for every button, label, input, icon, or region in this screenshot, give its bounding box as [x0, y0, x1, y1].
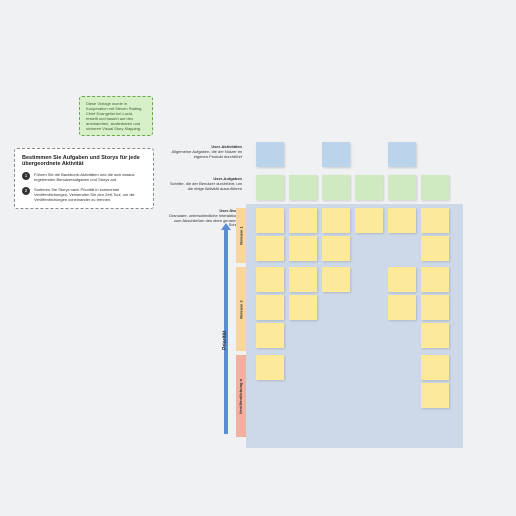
step-number-icon: 1 — [22, 172, 30, 180]
task-note[interactable] — [322, 175, 350, 200]
story-note[interactable] — [421, 295, 449, 320]
row-label-tasks: User-AufgabenSchritte, die der Benutzer … — [166, 177, 242, 191]
story-note[interactable] — [256, 208, 284, 233]
story-note[interactable] — [355, 208, 383, 233]
story-note[interactable] — [322, 267, 350, 292]
story-note[interactable] — [421, 355, 449, 380]
step-number-icon: 2 — [22, 187, 30, 195]
release-block[interactable]: Release 2 — [236, 267, 246, 351]
story-note[interactable] — [388, 208, 416, 233]
task-note[interactable] — [256, 175, 284, 200]
story-note[interactable] — [421, 383, 449, 408]
task-note[interactable] — [355, 175, 383, 200]
story-note[interactable] — [256, 236, 284, 261]
story-note[interactable] — [256, 267, 284, 292]
step-text: Führen Sie die Backbone-Aktivitäten und … — [34, 172, 146, 182]
story-note[interactable] — [289, 236, 317, 261]
instruction-step: 1 Führen Sie die Backbone-Aktivitäten und… — [22, 172, 146, 182]
story-note[interactable] — [322, 236, 350, 261]
story-note[interactable] — [289, 208, 317, 233]
release-label: Release 1 — [239, 226, 244, 244]
story-note[interactable] — [421, 208, 449, 233]
priority-label: Priorität — [222, 331, 228, 350]
story-note[interactable] — [388, 295, 416, 320]
activity-note[interactable] — [256, 142, 284, 167]
story-note[interactable] — [289, 295, 317, 320]
story-note[interactable] — [421, 323, 449, 348]
story-note[interactable] — [256, 355, 284, 380]
story-note[interactable] — [289, 267, 317, 292]
release-block[interactable]: Veröffentlichung n — [236, 355, 246, 437]
task-note[interactable] — [421, 175, 449, 200]
instruction-box: Bestimmen Sie Aufgaben und Storys für je… — [14, 148, 154, 209]
story-note[interactable] — [256, 323, 284, 348]
activity-note[interactable] — [388, 142, 416, 167]
row-label-activities: User-AktivitätenAllgemeine Aufgaben, die… — [170, 145, 242, 159]
activity-note[interactable] — [322, 142, 350, 167]
task-note[interactable] — [289, 175, 317, 200]
story-note[interactable] — [322, 208, 350, 233]
instruction-step: 2 Sortieren Sie Storys nach Priorität in … — [22, 187, 146, 202]
story-note[interactable] — [256, 295, 284, 320]
tip-box: Diese Vorlage wurde in Kooperation mit S… — [79, 96, 153, 136]
story-note[interactable] — [388, 267, 416, 292]
task-note[interactable] — [388, 175, 416, 200]
story-note[interactable] — [421, 267, 449, 292]
release-label: Veröffentlichung n — [239, 378, 244, 413]
instruction-title: Bestimmen Sie Aufgaben und Storys für je… — [22, 155, 146, 167]
release-block[interactable]: Release 1 — [236, 208, 246, 263]
story-note[interactable] — [421, 236, 449, 261]
step-text: Sortieren Sie Storys nach Priorität in k… — [34, 187, 146, 202]
release-label: Release 2 — [239, 300, 244, 318]
